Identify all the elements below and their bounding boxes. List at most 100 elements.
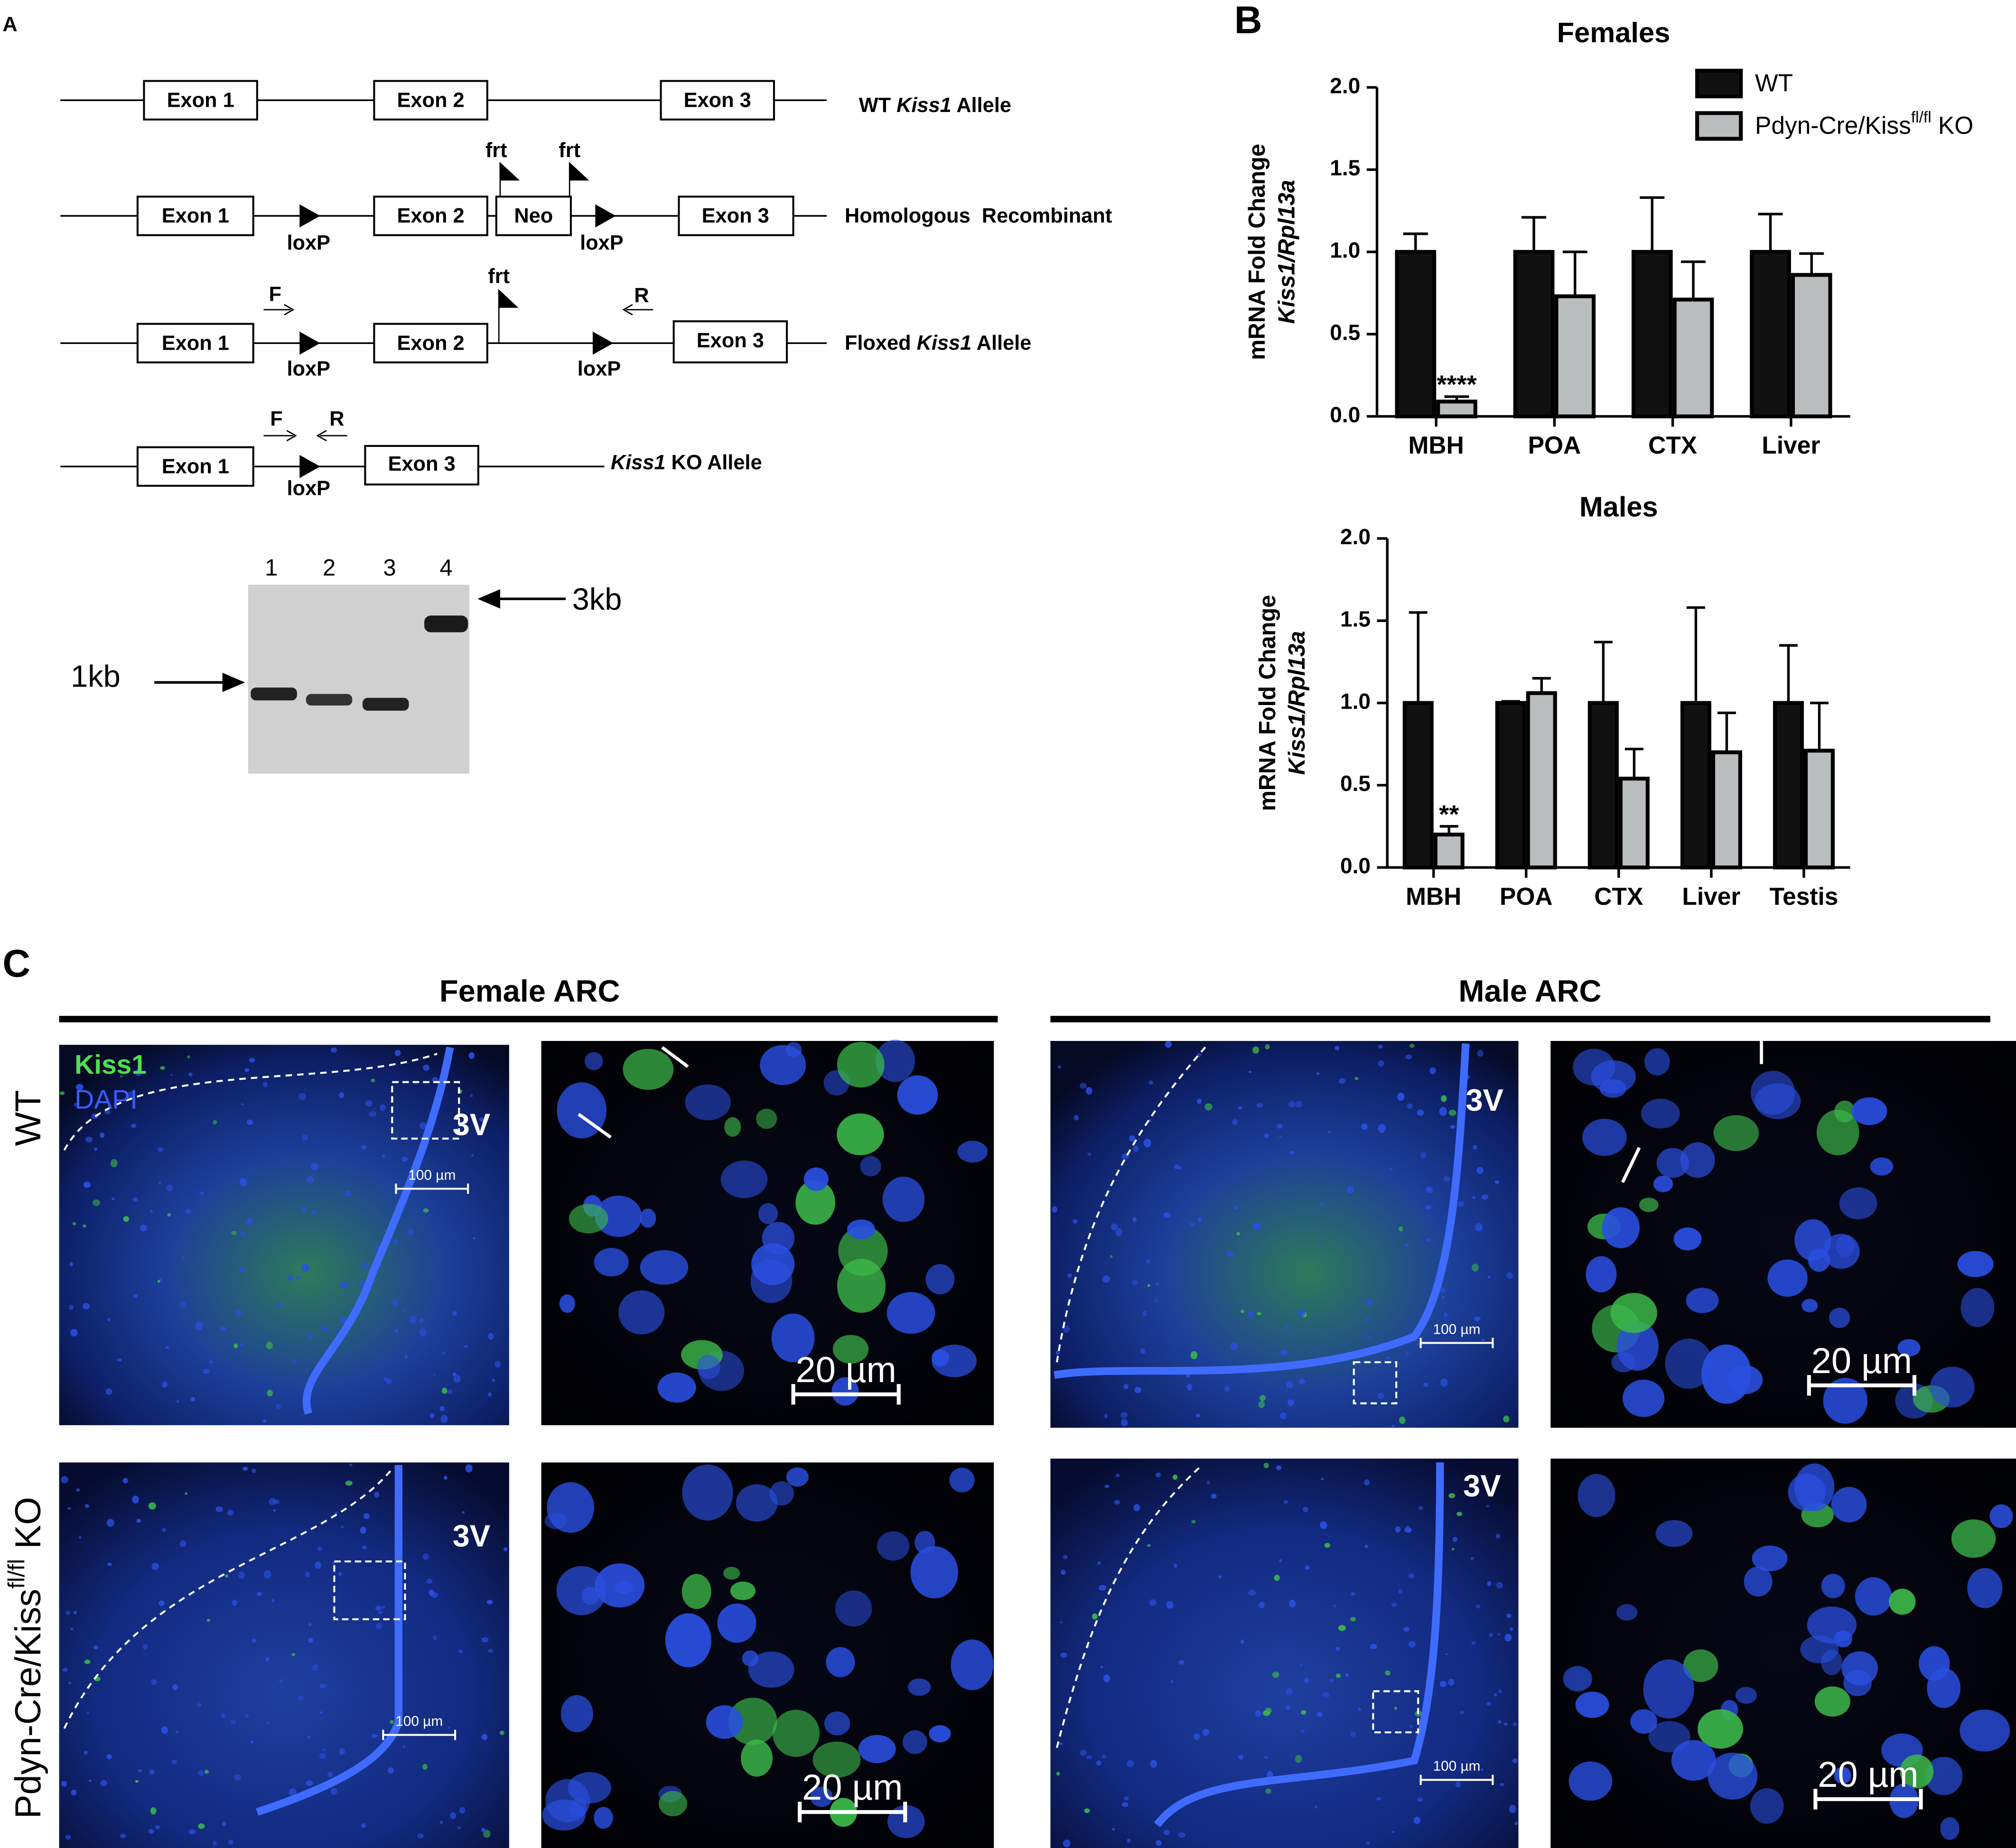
nucleus — [1655, 1520, 1693, 1547]
nucleus — [1240, 1640, 1244, 1644]
nucleus — [1099, 1585, 1106, 1591]
bar — [1526, 691, 1557, 870]
nucleus — [1173, 1563, 1178, 1568]
nucleus — [1177, 1166, 1182, 1170]
nucleus — [1211, 1494, 1217, 1499]
nucleus — [487, 1649, 493, 1653]
nucleus — [1384, 1670, 1391, 1676]
nucleus — [190, 1397, 196, 1402]
nucleus — [409, 1316, 417, 1324]
nucleus — [1814, 1686, 1850, 1717]
nucleus — [1335, 1045, 1340, 1051]
arrow — [661, 1046, 689, 1068]
nucleus — [181, 1256, 185, 1260]
nucleus — [289, 1788, 297, 1796]
nucleus — [296, 1276, 300, 1280]
nucleus — [1378, 1044, 1383, 1049]
nucleus — [803, 1167, 829, 1191]
nucleus — [61, 1476, 68, 1484]
group-title: Male ARC — [1458, 974, 1601, 1008]
nucleus — [232, 1599, 238, 1606]
nucleus — [1683, 1649, 1718, 1682]
nucleus — [176, 1400, 179, 1403]
nucleus — [706, 1705, 743, 1739]
nucleus — [1399, 1416, 1406, 1424]
bar — [1773, 701, 1804, 870]
nucleus — [559, 1294, 575, 1313]
nucleus — [1264, 1133, 1269, 1139]
nucleus — [1821, 1650, 1843, 1675]
x-tick-label: POA — [1500, 882, 1553, 910]
nucleus — [847, 1219, 876, 1240]
nucleus — [195, 1321, 203, 1331]
nucleus — [315, 1561, 322, 1569]
nucleus — [1364, 1316, 1370, 1321]
nucleus — [488, 1333, 494, 1340]
nucleus — [276, 1403, 281, 1410]
nucleus — [1417, 1109, 1424, 1116]
nucleus — [1420, 1152, 1427, 1158]
nucleus — [1148, 1080, 1154, 1085]
nucleus — [1364, 1544, 1368, 1549]
nucleus — [1568, 1761, 1613, 1801]
nucleus — [1238, 1106, 1242, 1110]
primer-label: R — [634, 284, 649, 307]
nucleus — [307, 1735, 311, 1739]
nucleus — [1156, 1840, 1162, 1846]
nucleus — [1323, 1692, 1330, 1698]
nucleus — [1843, 1670, 1872, 1696]
scale-label: 20 µm — [802, 1767, 903, 1808]
nucleus — [67, 1507, 71, 1510]
nucleus — [107, 1318, 111, 1321]
nucleus — [837, 1042, 885, 1088]
nucleus — [203, 1368, 210, 1374]
nucleus — [1276, 1465, 1282, 1470]
nucleus — [1459, 1710, 1465, 1714]
frt-site — [498, 289, 519, 344]
nucleus — [1126, 1760, 1134, 1767]
text: fl/fl — [1911, 109, 1932, 127]
nucleus — [929, 1725, 951, 1743]
nucleus — [88, 1779, 92, 1783]
nucleus — [1448, 1110, 1456, 1116]
nucleus — [252, 1638, 256, 1643]
text: WT — [8, 1090, 48, 1146]
nucleus — [233, 1343, 238, 1348]
nucleus — [481, 1828, 485, 1832]
nucleus — [94, 1147, 98, 1152]
nucleus — [196, 1703, 202, 1707]
nucleus — [301, 1263, 309, 1272]
nucleus — [1315, 1805, 1318, 1809]
scale-bar — [1813, 1789, 1923, 1810]
scale-label: 20 µm — [1818, 1755, 1918, 1795]
nucleus — [204, 1769, 209, 1774]
nucleus — [1405, 1054, 1412, 1060]
nucleus — [1194, 1733, 1200, 1740]
nucleus — [1258, 1401, 1265, 1408]
nucleus — [1673, 1227, 1702, 1251]
nucleus — [1057, 1065, 1062, 1069]
nucleus — [1197, 1053, 1202, 1057]
nucleus — [1610, 1293, 1657, 1333]
gel-band — [251, 687, 297, 701]
nucleus — [1457, 1201, 1465, 1207]
nucleus — [499, 1730, 504, 1735]
nucleus — [422, 1553, 429, 1560]
exon-label: Exon 3 — [702, 204, 769, 227]
nucleus — [363, 1513, 370, 1520]
nucleus — [824, 1711, 850, 1736]
nucleus — [1512, 1722, 1517, 1727]
nucleus — [1370, 1644, 1377, 1649]
nucleus — [1653, 1175, 1673, 1192]
ventricle-wall — [1154, 1462, 1444, 1828]
nucleus — [1240, 1309, 1244, 1313]
primer-arrow — [263, 304, 295, 316]
nucleus — [65, 1835, 71, 1840]
nucleus — [812, 1741, 861, 1778]
stain-label: DAPI — [75, 1085, 138, 1114]
nucleus — [1286, 1688, 1293, 1696]
nucleus — [623, 1049, 674, 1090]
nucleus — [1265, 1788, 1271, 1794]
lane-label: 1 — [265, 555, 278, 581]
